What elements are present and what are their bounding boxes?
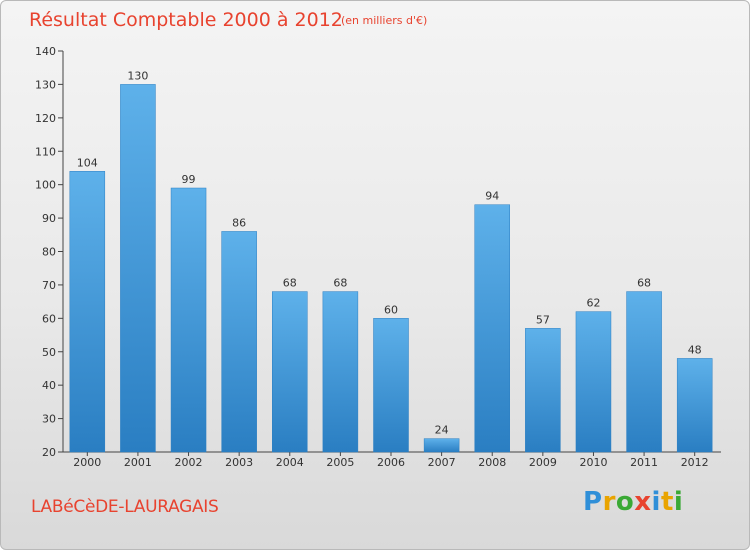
- y-tick-label: 20: [42, 446, 56, 459]
- chart-title: Résultat Comptable 2000 à 2012: [29, 9, 343, 31]
- chart-axes: 20 30 40 50 60 70 80 90 100 110 120 130 140 2000 2001 2…: [35, 45, 721, 469]
- bar: [221, 231, 257, 453]
- y-tick-label: 130: [35, 78, 56, 91]
- x-tick-label: 2012: [681, 456, 709, 469]
- logo-letter: x: [634, 487, 652, 517]
- y-tick-label: 140: [35, 45, 56, 58]
- chart-subtitle: (en milliers d'€): [341, 14, 428, 27]
- data-label: 57: [536, 313, 550, 326]
- x-tick-label: 2001: [124, 456, 152, 469]
- x-tick-label: 2004: [276, 456, 304, 469]
- data-label: 60: [384, 303, 398, 316]
- bar: [423, 438, 460, 453]
- x-tick-label: 2010: [579, 456, 607, 469]
- x-tick-label: 2005: [326, 456, 354, 469]
- bar: [272, 291, 308, 453]
- y-tick-label: 30: [42, 413, 56, 426]
- data-label: 24: [435, 424, 449, 437]
- data-label: 104: [77, 156, 98, 169]
- data-label: 94: [485, 190, 499, 203]
- data-label: 68: [283, 277, 297, 290]
- x-tick-label: 2009: [529, 456, 557, 469]
- bar: [676, 358, 713, 453]
- data-label: 48: [688, 343, 702, 356]
- data-label: 62: [586, 297, 600, 310]
- chart-bars: [69, 84, 713, 453]
- y-tick-label: 40: [42, 379, 56, 392]
- bar: [474, 204, 510, 453]
- bar: [626, 291, 662, 453]
- proxiti-logo: Proxiti: [583, 487, 683, 517]
- data-label: 86: [232, 216, 246, 229]
- bar: [322, 291, 359, 453]
- x-tick-label: 2006: [377, 456, 405, 469]
- logo-letter: i: [673, 487, 684, 517]
- data-label: 99: [182, 173, 196, 186]
- y-tick-label: 80: [42, 246, 56, 259]
- y-tick-label: 60: [42, 312, 56, 325]
- x-tick-label: 2003: [225, 456, 253, 469]
- bar: [373, 318, 409, 453]
- bar: [575, 311, 612, 453]
- y-tick-label: 50: [42, 346, 56, 359]
- logo-letter: o: [615, 487, 635, 517]
- y-tick-label: 70: [42, 279, 56, 292]
- logo-letter: t: [660, 487, 674, 517]
- bar: [525, 328, 561, 453]
- bar: [170, 187, 207, 453]
- bar: [69, 171, 106, 453]
- y-tick-label: 90: [42, 212, 56, 225]
- chart-labels: 104 130 99 86 68 68 60 24 94 57 62 68 48: [77, 69, 702, 436]
- y-tick-label: 120: [35, 112, 56, 125]
- logo-letter: i: [651, 487, 661, 517]
- x-tick-label: 2002: [175, 456, 203, 469]
- y-tick-label: 110: [35, 145, 56, 158]
- x-tick-label: 2000: [73, 456, 101, 469]
- x-tick-label: 2007: [428, 456, 456, 469]
- data-label: 68: [333, 277, 347, 290]
- logo-letter: P: [583, 487, 603, 517]
- x-tick-label: 2011: [630, 456, 658, 469]
- y-tick-label: 100: [35, 179, 56, 192]
- data-label: 130: [127, 69, 148, 82]
- x-tick-label: 2008: [478, 456, 506, 469]
- data-label: 68: [637, 277, 651, 290]
- logo-letter: r: [602, 487, 616, 517]
- place-name: LABéCèDE-LAURAGAIS: [31, 497, 219, 517]
- bar: [120, 84, 156, 453]
